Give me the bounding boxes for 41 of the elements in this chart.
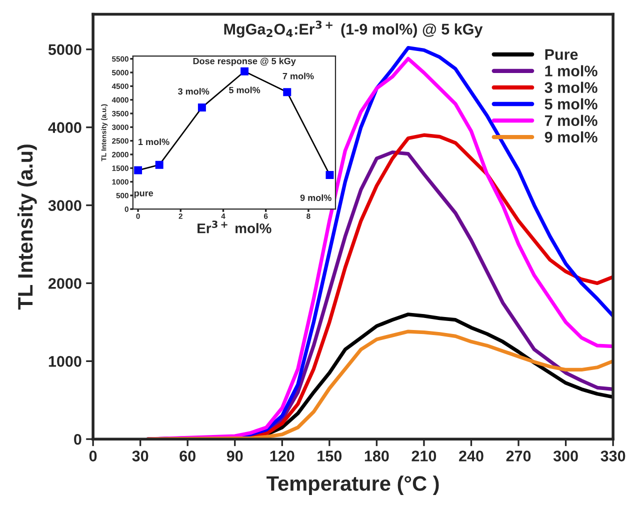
- x-tick-label: 180: [364, 450, 389, 462]
- point: [198, 103, 206, 112]
- x-tick-label: 30: [132, 450, 148, 462]
- legend-label: 3 mol%: [544, 82, 598, 93]
- point: [155, 160, 164, 169]
- point: [283, 88, 292, 96]
- annotation: 9 mol%: [300, 194, 332, 201]
- y-axis-title: TL Intensity (a.u): [17, 144, 37, 310]
- chart-title: MgGa$_{2}$O$_{4}$:Er$^{3+}$ (1-9 mol%) @ 5 kGy: [224, 20, 483, 38]
- point: [240, 67, 249, 76]
- annotation: 3 mol%: [178, 88, 210, 95]
- point: [134, 166, 142, 174]
- x-tick-label: 150: [318, 450, 342, 462]
- annotation: 1 mol%: [138, 138, 170, 146]
- annotation: 7 mol%: [282, 72, 314, 80]
- y-tick-label: 4000: [48, 122, 82, 133]
- y-tick-label: 5000: [48, 44, 82, 56]
- x-tick-label: 330: [600, 450, 626, 462]
- x-tick-label: 60: [180, 450, 196, 462]
- x-tick-label: 0: [89, 450, 97, 462]
- y-tick-label: 2000: [48, 278, 82, 289]
- y-tick-label: 1000: [48, 356, 82, 367]
- x-tick-label: 120: [270, 450, 294, 462]
- legend-label: 9 mol%: [544, 131, 598, 143]
- legend-label: 7 mol%: [544, 114, 598, 126]
- x-tick-label: 270: [506, 450, 531, 462]
- y-tick-label: 0: [74, 434, 82, 445]
- annotation: 5 mol%: [229, 86, 260, 94]
- x-tick-label: 240: [459, 450, 484, 462]
- chart-title: Dose response @ 5 kGy: [193, 58, 296, 66]
- x-tick-label: 90: [226, 450, 243, 462]
- annotation: pure: [134, 191, 154, 198]
- x-tick-label: 210: [412, 450, 436, 462]
- point: [326, 170, 334, 179]
- x-axis-title: Er$^{3+}$ mol%: [198, 220, 272, 234]
- legend-label: Pure: [545, 49, 578, 60]
- x-axis-title: Temperature (°C ): [266, 476, 439, 495]
- y-tick-label: 3000: [48, 200, 82, 211]
- legend-label: 5 mol%: [544, 98, 598, 110]
- x-tick-label: 300: [553, 450, 578, 462]
- legend-label: 1 mol%: [545, 65, 598, 76]
